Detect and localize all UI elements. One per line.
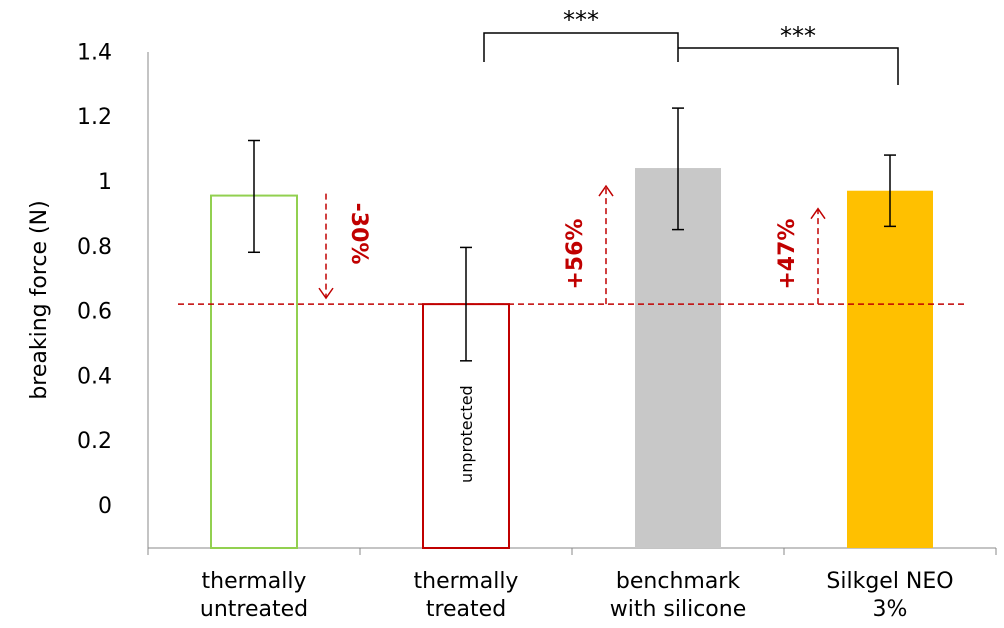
bar bbox=[635, 168, 721, 549]
significance-bracket bbox=[678, 47, 899, 85]
y-tick-label: 0.2 bbox=[77, 429, 112, 454]
y-tick-label: 1.4 bbox=[77, 40, 112, 65]
x-category-label-line2: 3% bbox=[873, 597, 908, 622]
x-category-label-line1: thermally bbox=[202, 569, 307, 594]
y-tick-label: 1.2 bbox=[77, 105, 112, 130]
x-category-label-line1: thermally bbox=[414, 569, 519, 594]
y-axis-label: breaking force (N) bbox=[27, 200, 52, 399]
up-arrow-head bbox=[598, 184, 614, 197]
up-arrow-head bbox=[810, 207, 826, 220]
significance-label: *** bbox=[780, 22, 816, 50]
y-tick-label: 0 bbox=[98, 494, 112, 519]
percent-change-label: +56% bbox=[563, 219, 588, 290]
y-tick-label: 0.6 bbox=[77, 300, 112, 325]
significance-label: *** bbox=[563, 6, 599, 34]
bar-annotation-label: unprotected bbox=[457, 385, 476, 483]
y-tick-label: 0.8 bbox=[77, 235, 112, 260]
percent-change-label: -30% bbox=[346, 203, 371, 265]
y-tick-label: 1 bbox=[98, 170, 112, 195]
x-category-label-line1: benchmark bbox=[616, 569, 740, 594]
bar bbox=[847, 190, 933, 548]
significance-bracket bbox=[483, 32, 679, 62]
percent-change-label: +47% bbox=[775, 219, 800, 290]
x-category-label-line2: treated bbox=[426, 597, 506, 622]
x-category-label-line2: untreated bbox=[200, 597, 308, 622]
down-arrow-head bbox=[318, 287, 334, 300]
x-category-label-line1: Silkgel NEO bbox=[826, 569, 953, 594]
y-tick-label: 0.4 bbox=[77, 364, 112, 389]
x-category-label-line2: with silicone bbox=[610, 597, 747, 622]
